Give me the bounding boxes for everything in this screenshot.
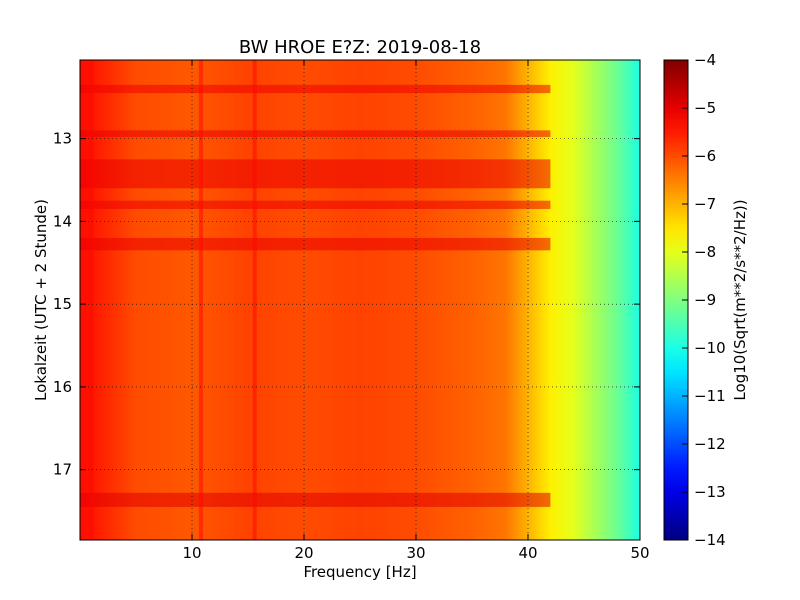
colorbar-tick-label--9: −9 <box>694 291 716 309</box>
x-ticks: 10 20 30 40 50 <box>182 60 650 562</box>
frequency-lines <box>89 60 257 540</box>
colorbar-tick-label--8: −8 <box>694 243 716 261</box>
colorbar-ticks: −4 −5 −6 −7 −8 −9 −10 −11 −12 −13 −14 <box>682 51 726 549</box>
time-band-5 <box>80 492 551 507</box>
x-tick-label-20: 20 <box>294 544 313 562</box>
y-tick-label-16: 16 <box>53 378 72 396</box>
colorbar-tick-label--11: −11 <box>694 387 726 405</box>
y-tick-label-13: 13 <box>53 130 72 148</box>
frequency-line-1 <box>198 60 203 540</box>
y-tick-label-14: 14 <box>53 212 72 230</box>
y-ticks: 13 14 15 16 17 <box>53 130 640 479</box>
time-band-4 <box>80 237 551 251</box>
heatmap-base <box>80 60 640 540</box>
colorbar-tick-label--12: −12 <box>694 435 726 453</box>
plot-frame <box>79 59 641 541</box>
time-band-1 <box>80 130 551 137</box>
frequency-line-2 <box>252 60 257 540</box>
time-band-2 <box>80 159 551 189</box>
colorbar-tick-label--13: −13 <box>694 483 726 501</box>
x-axis-label: Frequency [Hz] <box>303 563 416 581</box>
colorbar-tick-label--4: −4 <box>694 51 716 69</box>
x-tick-label-10: 10 <box>182 544 201 562</box>
x-tick-label-50: 50 <box>630 544 649 562</box>
time-band-0 <box>80 84 551 94</box>
grid-lines <box>80 60 641 540</box>
colorbar-tick-label--10: −10 <box>694 339 726 357</box>
chart-title: BW HROE E?Z: 2019-08-18 <box>239 37 481 58</box>
time-band-3 <box>80 200 551 209</box>
y-tick-label-15: 15 <box>53 295 72 313</box>
colorbar-tick-label--5: −5 <box>694 99 716 117</box>
colorbar-label: Log10(Sqrt(m**2/s**2/Hz)) <box>731 199 749 400</box>
colorbar: −4 −5 −6 −7 −8 −9 −10 −11 −12 −13 −14 <box>663 51 726 549</box>
time-bands <box>80 84 551 507</box>
y-axis-label: Lokalzeit (UTC + 2 Stunde) <box>32 199 50 401</box>
x-tick-label-40: 40 <box>518 544 537 562</box>
x-tick-label-30: 30 <box>406 544 425 562</box>
colorbar-tick-label--6: −6 <box>694 147 716 165</box>
spectrogram-plot-area: 10 20 30 40 50 13 14 15 16 17 <box>53 59 650 562</box>
y-tick-label-17: 17 <box>53 461 72 479</box>
frequency-line-0 <box>89 60 94 540</box>
colorbar-tick-label--7: −7 <box>694 195 716 213</box>
colorbar-tick-label--14: −14 <box>694 531 726 549</box>
